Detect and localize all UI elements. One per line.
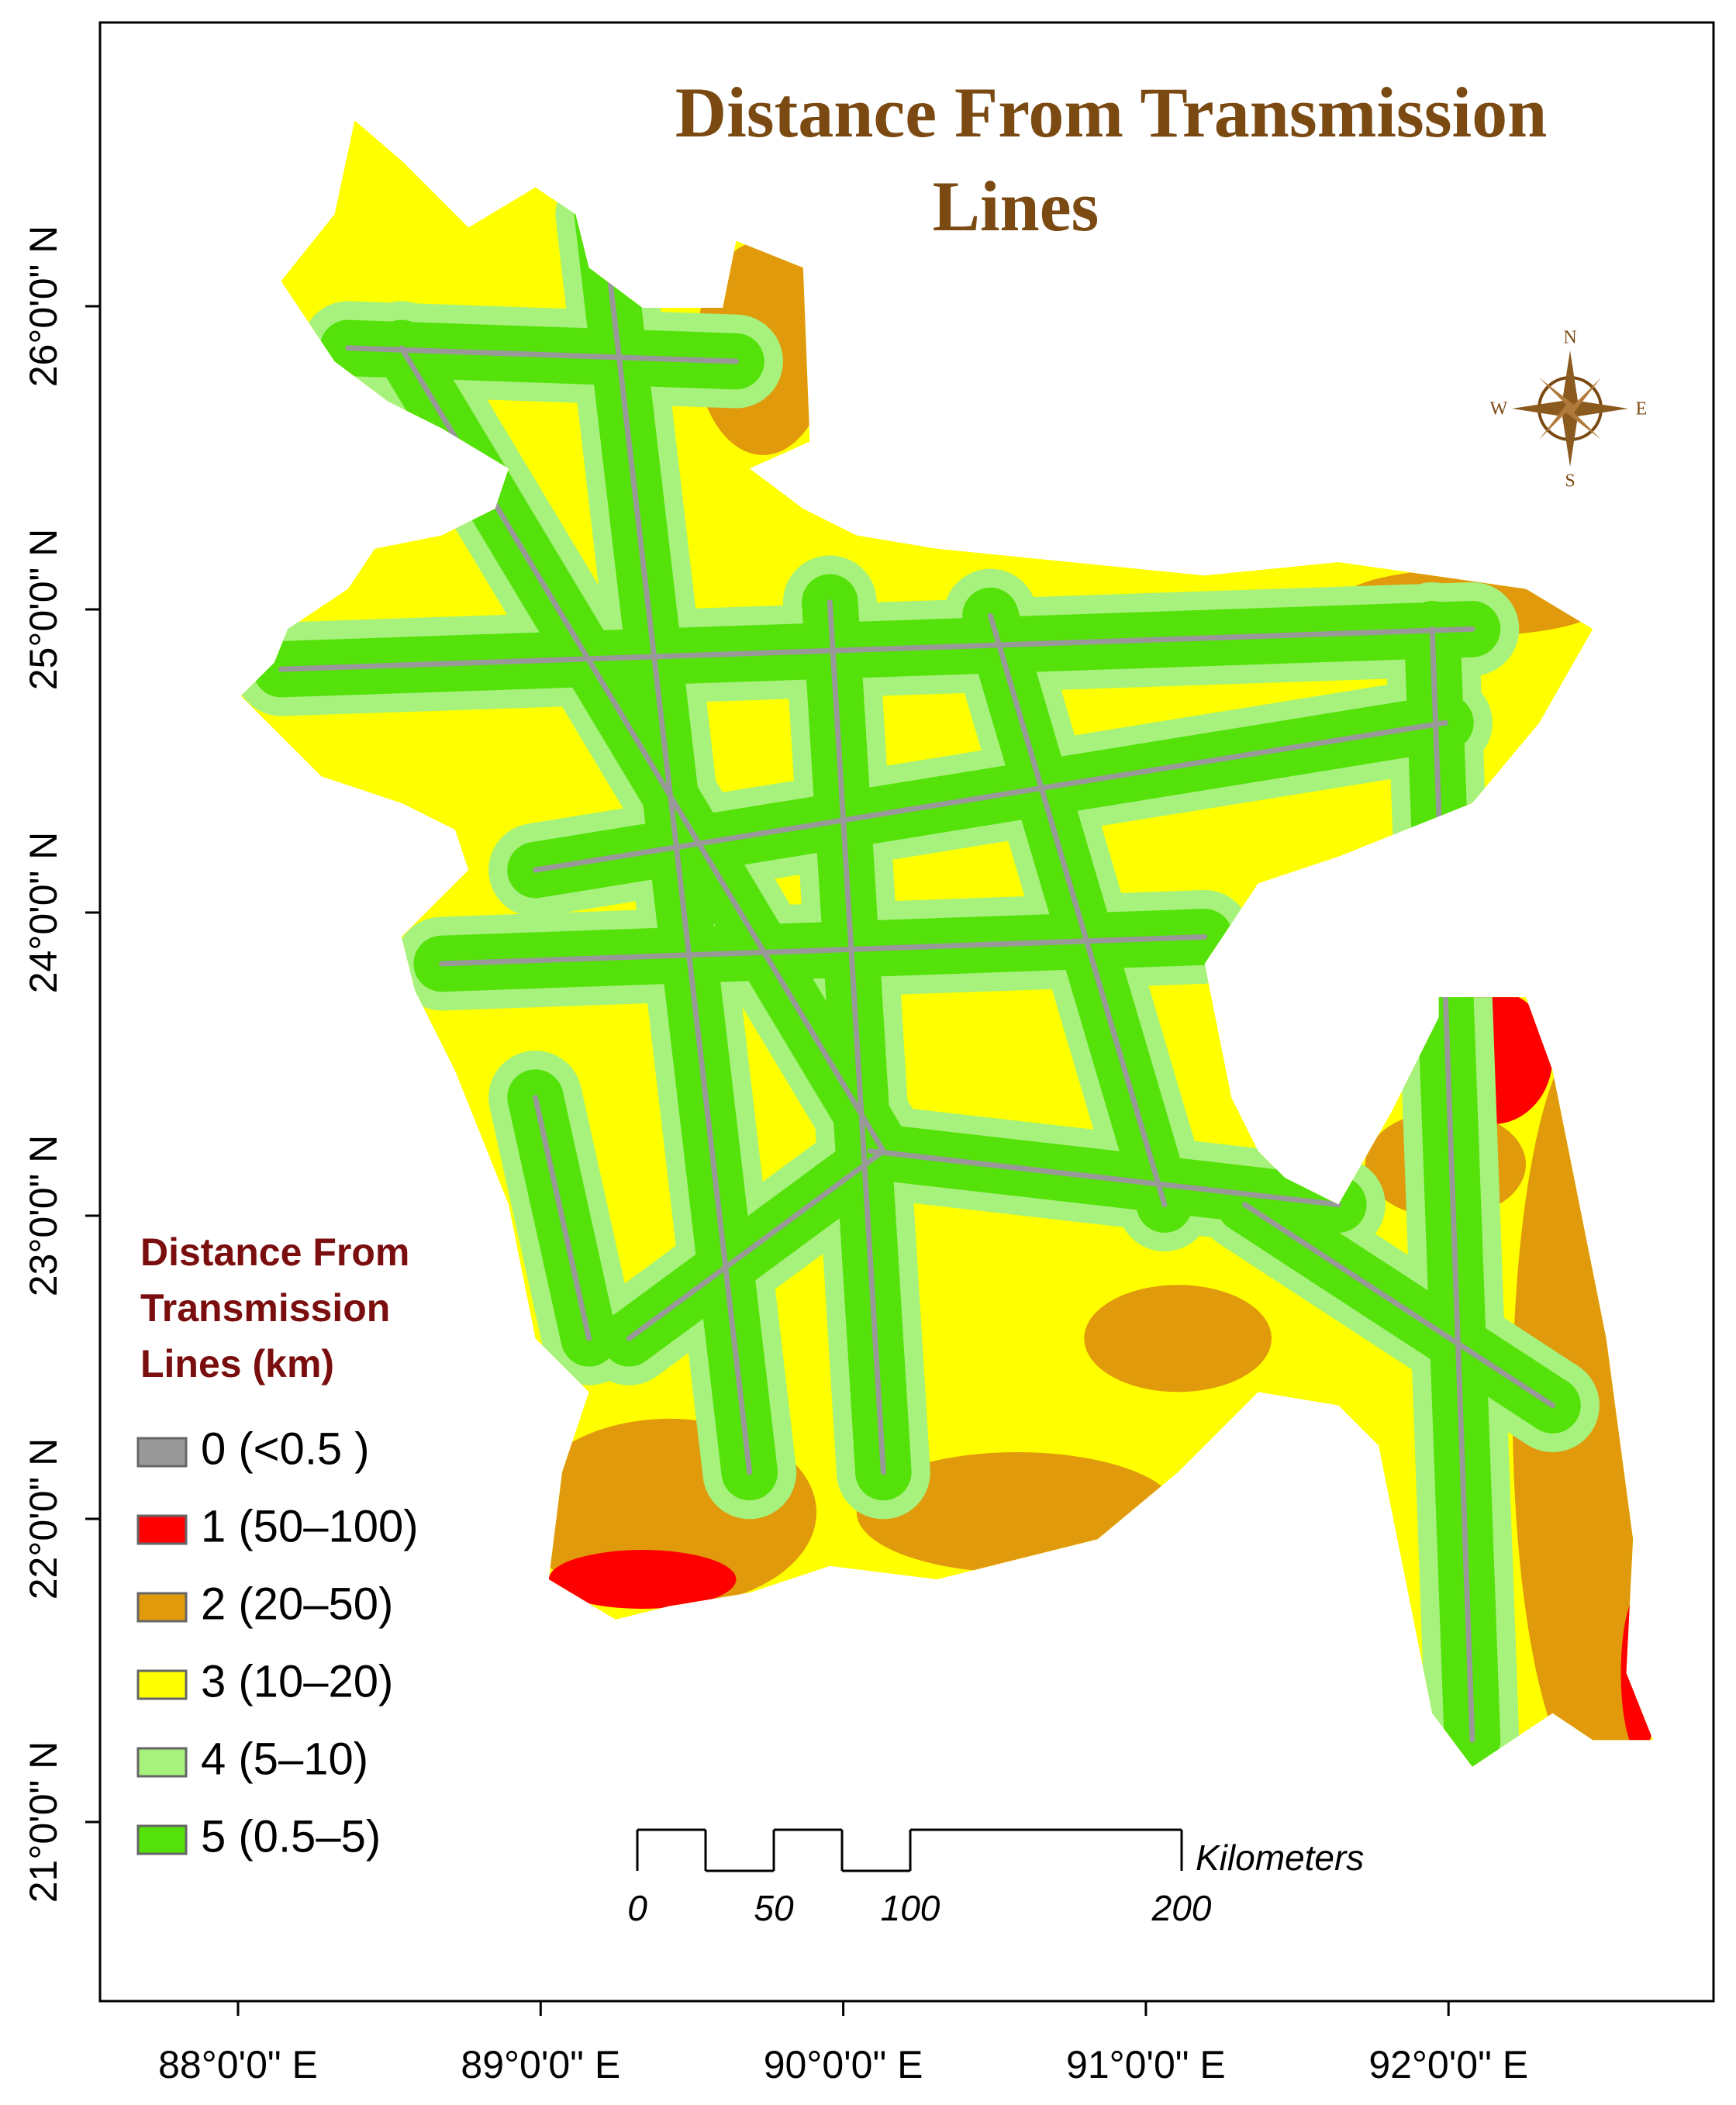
compass-letter: E	[1636, 399, 1648, 419]
x-tick-label: 90°0'0" E	[764, 2043, 923, 2086]
legend-swatch	[136, 1437, 188, 1468]
scale-bar-unit: Kilometers	[1196, 1838, 1364, 1878]
legend-label: 1 (50–100)	[201, 1501, 419, 1551]
scale-bar-segment	[842, 1830, 912, 1872]
legend-label: 3 (10–20)	[201, 1656, 393, 1706]
x-tick-label: 92°0'0" E	[1368, 2043, 1528, 2086]
scale-bar-segment	[637, 1828, 707, 1871]
map-title: Lines	[933, 167, 1099, 246]
legend-swatch	[136, 1747, 188, 1778]
zone-orange	[1084, 1285, 1272, 1392]
y-tick-label: 24°0'0" N	[22, 832, 65, 994]
network	[240, 167, 1600, 1767]
legend-label: 4 (5–10)	[201, 1734, 368, 1784]
legend-swatch	[136, 1824, 188, 1855]
legend-title: Lines (km)	[140, 1342, 334, 1386]
zone-red	[1620, 1593, 1653, 1754]
scale-bar-segment	[910, 1828, 1183, 1871]
legend-swatch	[136, 1669, 188, 1700]
legend-label: 5 (0.5–5)	[201, 1811, 381, 1862]
map-frame	[98, 21, 1715, 2003]
compass-letter: S	[1565, 471, 1575, 492]
legend-swatch	[136, 1592, 188, 1623]
x-tick-label: 91°0'0" E	[1066, 2043, 1226, 2086]
map-raster	[240, 120, 1653, 1767]
scale-bar-segment	[706, 1830, 775, 1872]
legend-swatch	[136, 1514, 188, 1545]
y-tick-label: 23°0'0" N	[22, 1135, 65, 1297]
legend-title: Transmission	[140, 1286, 390, 1330]
y-tick-label: 25°0'0" N	[22, 529, 65, 691]
scale-bar-label: 200	[1151, 1888, 1212, 1928]
zone-red	[548, 1550, 737, 1610]
y-tick-label: 26°0'0" N	[22, 226, 65, 388]
compass: N S E W	[1490, 328, 1648, 492]
legend-label: 2 (20–50)	[201, 1579, 393, 1629]
scale-bar-label: 50	[754, 1888, 794, 1928]
compass-letter: W	[1490, 399, 1508, 419]
x-tick-label: 88°0'0" E	[158, 2043, 318, 2086]
y-tick-label: 22°0'0" N	[22, 1438, 65, 1600]
y-tick-label: 21°0'0" N	[22, 1741, 65, 1903]
compass-letter: N	[1563, 328, 1576, 348]
legend-title: Distance From	[140, 1230, 409, 1274]
x-tick-label: 89°0'0" E	[461, 2043, 620, 2086]
map-title: Distance From Transmission	[675, 73, 1547, 152]
legend-label: 0 (<0.5 )	[201, 1423, 370, 1474]
scale-bar-label: 100	[881, 1888, 940, 1928]
scale-bar-label: 0	[627, 1888, 647, 1928]
scale-bar-segment	[774, 1828, 844, 1871]
